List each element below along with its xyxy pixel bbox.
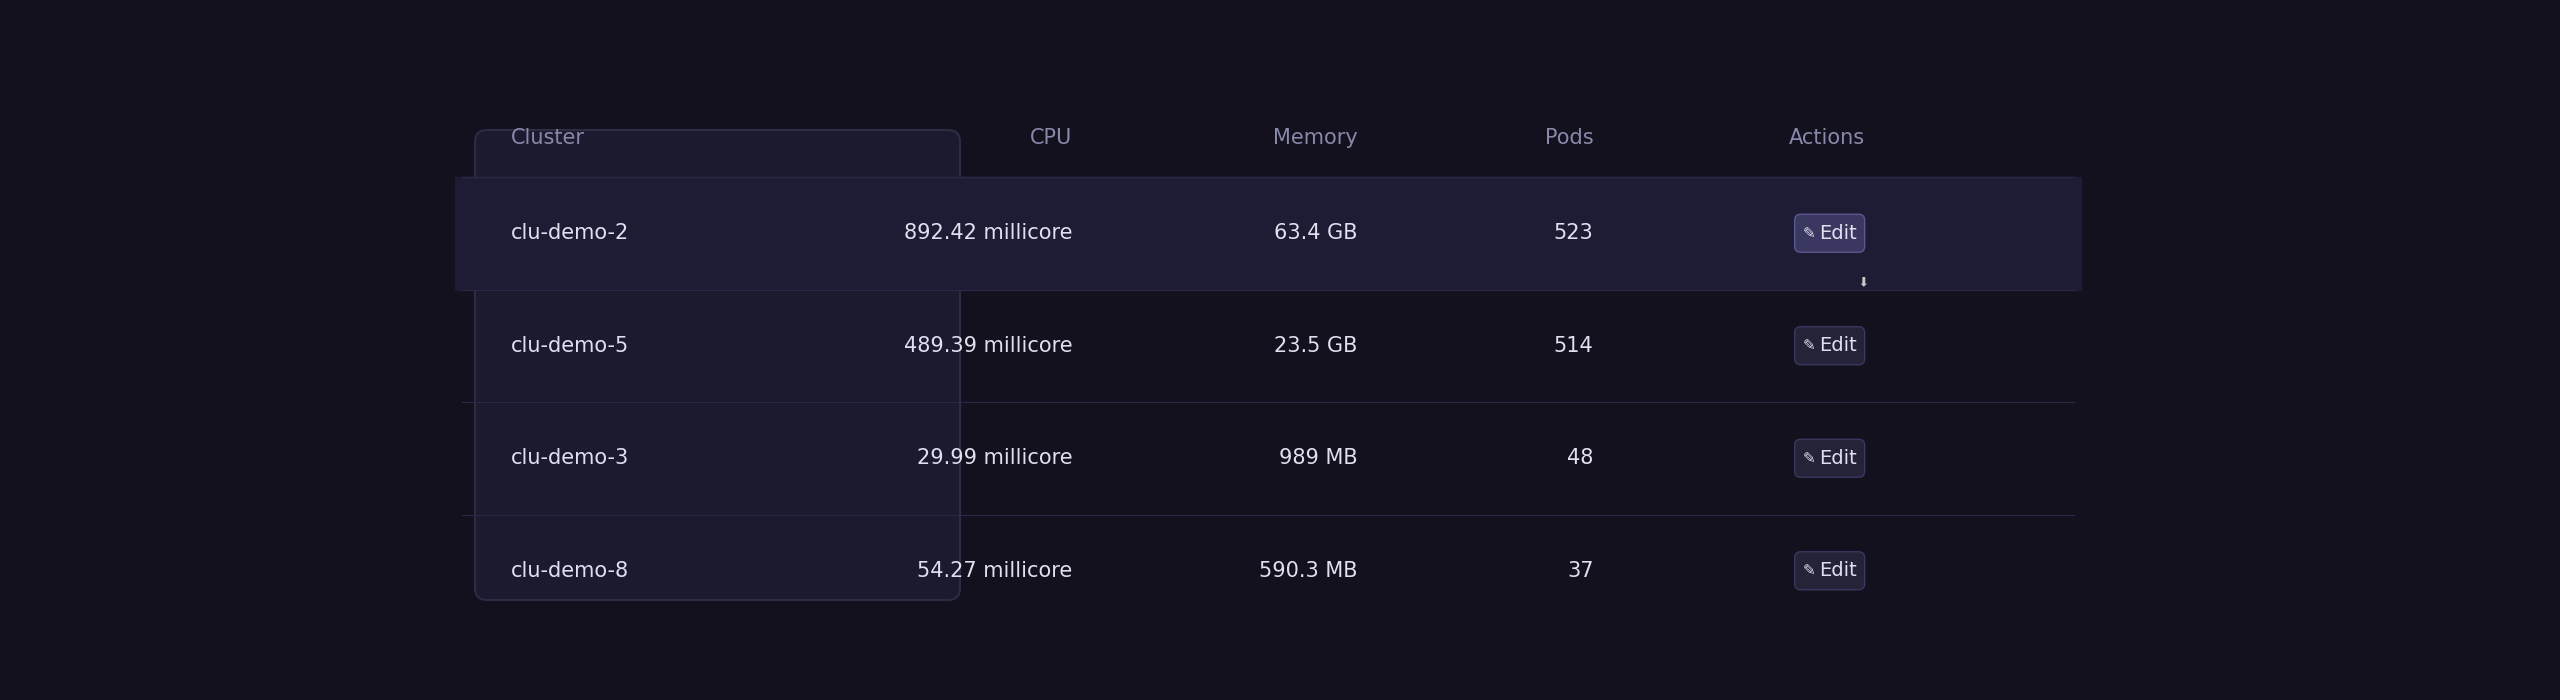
Text: 63.4 GB: 63.4 GB <box>1275 223 1357 244</box>
Text: Edit: Edit <box>1818 561 1856 580</box>
Text: 23.5 GB: 23.5 GB <box>1275 336 1357 356</box>
Text: 989 MB: 989 MB <box>1280 448 1357 468</box>
Text: clu-demo-5: clu-demo-5 <box>512 336 630 356</box>
FancyBboxPatch shape <box>1795 327 1864 365</box>
Text: Pods: Pods <box>1546 128 1592 148</box>
Text: 514: 514 <box>1554 336 1592 356</box>
Text: ✎: ✎ <box>1802 451 1815 466</box>
Text: Memory: Memory <box>1272 128 1357 148</box>
Text: ✎: ✎ <box>1802 338 1815 354</box>
Text: Edit: Edit <box>1818 224 1856 243</box>
Text: ✎: ✎ <box>1802 225 1815 241</box>
Text: 48: 48 <box>1567 448 1592 468</box>
Text: 523: 523 <box>1554 223 1592 244</box>
Text: Cluster: Cluster <box>512 128 586 148</box>
Text: 590.3 MB: 590.3 MB <box>1260 561 1357 581</box>
Text: Actions: Actions <box>1789 128 1864 148</box>
FancyBboxPatch shape <box>476 130 960 600</box>
Bar <box>456 177 2081 290</box>
Text: 37: 37 <box>1567 561 1592 581</box>
Text: CPU: CPU <box>1029 128 1073 148</box>
Text: ✎: ✎ <box>1802 564 1815 578</box>
Text: Edit: Edit <box>1818 449 1856 468</box>
Text: clu-demo-3: clu-demo-3 <box>512 448 630 468</box>
Text: 892.42 millicore: 892.42 millicore <box>904 223 1073 244</box>
FancyBboxPatch shape <box>1795 552 1864 589</box>
Text: Edit: Edit <box>1818 336 1856 356</box>
Text: 29.99 millicore: 29.99 millicore <box>916 448 1073 468</box>
Text: 489.39 millicore: 489.39 millicore <box>904 336 1073 356</box>
Text: clu-demo-8: clu-demo-8 <box>512 561 630 581</box>
Text: 54.27 millicore: 54.27 millicore <box>916 561 1073 581</box>
Text: ⬆: ⬆ <box>1853 272 1864 286</box>
FancyBboxPatch shape <box>1795 214 1864 252</box>
FancyBboxPatch shape <box>1795 440 1864 477</box>
Text: clu-demo-2: clu-demo-2 <box>512 223 630 244</box>
